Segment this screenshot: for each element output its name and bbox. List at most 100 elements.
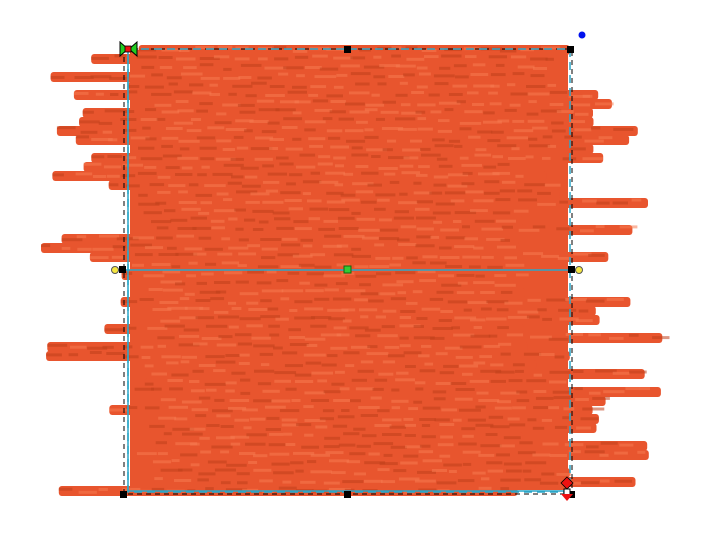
stitch-texture [415,387,424,391]
stitch-texture [391,399,409,403]
stitch-row [134,387,661,397]
stitch-texture [235,280,249,284]
stitch-texture [453,418,462,422]
stitch-texture [283,117,303,121]
stitch-texture [512,119,525,123]
side-node-right[interactable] [575,266,583,274]
stitch-texture [345,289,366,293]
stitch-texture [269,452,290,456]
resize-handle-bottom-left[interactable] [120,491,127,498]
stitch-texture [174,417,188,421]
stitch-texture [305,289,324,293]
stitch-texture [475,274,485,278]
stitch-texture [275,317,289,321]
center-handle[interactable] [343,265,352,274]
stitch-texture [456,100,466,104]
stitch-texture [411,91,424,94]
stitch-texture [238,238,249,242]
stitch-texture [492,155,503,159]
stitch-texture [260,238,282,241]
stitch-texture [267,121,280,125]
stitch-texture [236,146,249,150]
stitch-texture [403,156,419,160]
stitch-texture [568,120,586,124]
stitch-texture [420,147,431,151]
stitch-texture [527,92,550,96]
stitch-texture [162,270,181,274]
stitch-texture [335,370,345,374]
stitch-texture [186,129,202,133]
stitch-texture [157,175,171,179]
stitch-texture [374,243,385,247]
resize-handle-bottom-middle[interactable] [344,491,351,498]
stitch-texture [528,137,538,141]
stitch-texture [472,471,486,475]
stitch-texture [568,450,581,454]
stitch-texture [205,324,228,328]
start-point-marker-icon[interactable] [119,40,138,58]
stitch-texture [440,435,453,439]
stitch-texture [473,326,483,329]
stitch-texture [519,441,533,445]
stitch-texture [272,211,290,215]
stitch-texture [382,100,396,104]
stitch-texture [238,252,257,256]
stitch-texture [448,93,463,96]
stitch-texture [421,153,441,157]
fill-stitch-object[interactable] [41,45,670,496]
stitch-texture [126,156,137,160]
stitch-texture [537,202,556,206]
stitch-texture [363,65,385,69]
stitch-texture [199,146,217,150]
stitch-texture [585,299,605,303]
stitch-texture [267,307,279,311]
side-node-left[interactable] [111,266,119,274]
stitch-texture [438,101,461,105]
stitch-texture [309,144,323,148]
stitch-texture [457,281,468,285]
stitch-texture [483,344,500,348]
stitch-texture [188,183,199,187]
stitch-texture [102,345,114,349]
stitch-texture [474,219,495,223]
stitch-texture [472,63,486,67]
stitch-texture [356,120,368,124]
stitch-texture [451,326,460,330]
stitch-texture [576,426,591,430]
stitch-texture [211,226,225,230]
stitch-texture [396,280,414,284]
stitch-texture [199,307,210,311]
resize-handle-top-right[interactable] [567,46,574,53]
stitch-texture [265,428,281,431]
resize-handle-left-middle[interactable] [119,266,126,273]
rotate-handle[interactable] [578,31,586,39]
stitch-texture [154,477,163,481]
stitch-texture [453,64,467,68]
stitch-texture [106,174,120,178]
resize-handle-right-middle[interactable] [568,266,575,273]
resize-handle-top-middle[interactable] [344,46,351,53]
stitch-texture [296,74,305,78]
stitch-texture [336,333,350,337]
stitch-texture [92,247,114,251]
stitch-texture [209,93,220,96]
stitch-texture [280,191,301,195]
stitch-texture [403,454,419,458]
stitch-texture [527,298,541,302]
stitch-texture [413,181,422,185]
stitch-texture [328,136,341,140]
stitch-texture [377,334,398,338]
stitch-texture [469,379,489,383]
end-point-marker-icon[interactable] [560,476,574,501]
stitch-texture [190,442,200,446]
stitch-texture [413,400,423,404]
stitch-texture [279,409,300,413]
stitch-texture [433,175,449,179]
stitch-texture [524,478,542,482]
stitch-texture [282,480,292,484]
stitch-texture [374,378,388,382]
stitch-texture [599,453,609,457]
stitch-texture [379,228,399,232]
stitch-texture [75,172,93,176]
